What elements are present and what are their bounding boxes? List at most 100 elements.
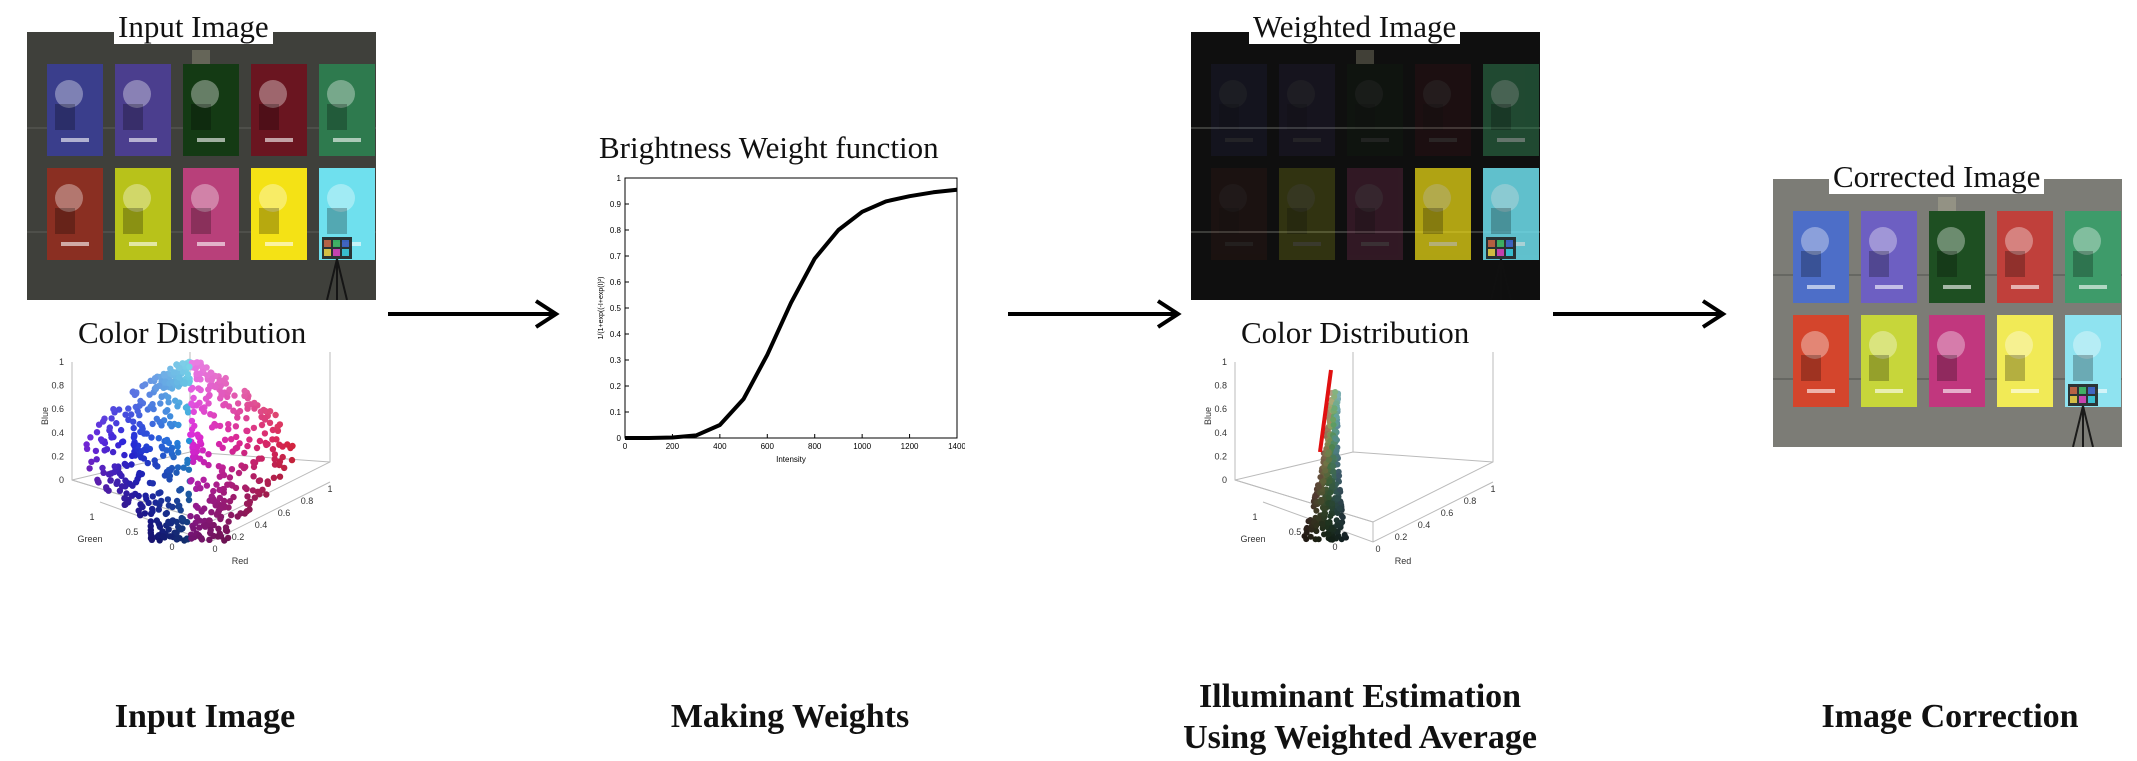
weighted-color-scatter: 0 0.2 0.4 0.6 0.8 1 Blue 0 0.5 1 Green 0 0.2 0.4 0.6 0.…	[1203, 352, 1533, 587]
green-tick-label: 1	[89, 512, 94, 522]
input-photo-poster	[183, 64, 239, 156]
blue-tick-label: 0.4	[51, 428, 64, 438]
red-tick-label: 0.4	[1418, 520, 1431, 530]
arrow-1	[388, 299, 560, 329]
y-tick-label: 0.5	[610, 304, 622, 313]
x-tick-label: 400	[713, 442, 727, 451]
input-photo-poster	[47, 64, 103, 156]
input-photo	[27, 32, 376, 301]
corrected-photo-poster	[1861, 211, 1917, 303]
red-axis-label: Red	[232, 556, 249, 566]
blue-tick-label: 1	[59, 357, 64, 367]
weighted-photo-background	[1191, 32, 1540, 300]
red-tick-label: 1	[1490, 484, 1495, 494]
blue-tick-label: 0.8	[1214, 381, 1227, 391]
x-tick-label: 1400	[948, 442, 965, 451]
corrected-image-caption: Corrected Image	[1829, 160, 2045, 194]
weighted-photo-poster	[1279, 168, 1335, 260]
stage-title-input: Input Image	[114, 698, 296, 735]
blue-tick-label: 1	[1222, 357, 1227, 367]
green-axis-label: Green	[77, 534, 102, 544]
corrected-photo-tripod	[2068, 384, 2098, 448]
blue-tick-label: 0.6	[1214, 404, 1227, 414]
weighted-image-panel	[1191, 32, 1540, 301]
x-tick-label: 1200	[901, 442, 919, 451]
input-image-panel	[27, 32, 376, 301]
arrow-2	[1008, 299, 1182, 329]
corrected-photo-poster	[1929, 315, 1985, 407]
green-tick-label: 0	[169, 542, 174, 552]
x-tick-label: 200	[666, 442, 680, 451]
blue-axis-label: Blue	[1203, 407, 1213, 425]
red-tick-label: 0.6	[278, 508, 291, 518]
scatter-points	[1301, 389, 1349, 543]
blue-tick-label: 0.2	[51, 451, 64, 461]
y-tick-label: 0.8	[610, 226, 622, 235]
weighted-photo-poster	[1211, 64, 1267, 156]
scatter-plot-input: 0 0.2 0.4 0.6 0.8 1 Blue 0 0.5 1 Green 0 0.2 0.4 0.6 0.…	[40, 352, 333, 566]
y-tick-label: 0.6	[610, 278, 622, 287]
corrected-photo-poster	[1861, 315, 1917, 407]
weighted-photo-poster	[1279, 64, 1335, 156]
y-tick-label: 0.4	[610, 330, 622, 339]
illuminant-estimate-line	[1318, 369, 1333, 453]
corrected-photo-poster	[1793, 211, 1849, 303]
red-tick-label: 0	[212, 544, 217, 554]
input-photo-poster	[251, 168, 307, 260]
weighted-photo-poster	[1211, 168, 1267, 260]
x-tick-label: 800	[808, 442, 822, 451]
weighted-photo-poster	[1347, 64, 1403, 156]
green-tick-label: 0	[1332, 542, 1337, 552]
red-tick-label: 0.2	[232, 532, 245, 542]
input-photo-wall-sign	[192, 50, 210, 64]
red-axis-label: Red	[1395, 556, 1412, 566]
weighted-photo-poster	[1415, 64, 1471, 156]
green-tick-label: 1	[1252, 512, 1257, 522]
blue-tick-label: 0.4	[1214, 428, 1227, 438]
corrected-photo-poster	[1997, 211, 2053, 303]
color-distribution-caption-1: Color Distribution	[74, 316, 311, 350]
input-photo-poster	[251, 64, 307, 156]
red-tick-label: 0.8	[1464, 496, 1477, 506]
weighted-image-caption: Weighted Image	[1249, 10, 1461, 44]
scatter-axes	[1234, 352, 1494, 543]
y-tick-label: 0.1	[610, 408, 622, 417]
blue-tick-label: 0	[59, 475, 64, 485]
stage-title-estimation-line-1: Illuminant Estimation	[1198, 678, 1522, 715]
blue-tick-label: 0.2	[1214, 451, 1227, 461]
x-tick-label: 600	[761, 442, 775, 451]
plot-frame	[624, 177, 958, 439]
corrected-image-panel	[1773, 179, 2122, 448]
input-photo-poster	[183, 168, 239, 260]
red-tick-label: 1	[327, 484, 332, 494]
weight-curve	[625, 187, 958, 440]
input-photo-poster	[319, 64, 375, 156]
red-tick-label: 0	[1375, 544, 1380, 554]
y-tick-label: 1	[617, 174, 622, 183]
x-axis-label: Intensity	[776, 455, 806, 464]
input-photo-tripod	[322, 237, 352, 301]
corrected-photo-poster	[1997, 315, 2053, 407]
green-tick-label: 0.5	[126, 527, 139, 537]
stage-title-estimation-line-2: Using Weighted Average	[1183, 719, 1537, 756]
x-tick-label: 0	[623, 442, 628, 451]
input-color-scatter: 0 0.2 0.4 0.6 0.8 1 Blue 0 0.5 1 Green 0 0.2 0.4 0.6 0.…	[40, 352, 370, 587]
weight-function-title: Brightness Weight function	[595, 131, 943, 165]
scatter-plot-weighted: 0 0.2 0.4 0.6 0.8 1 Blue 0 0.5 1 Green 0 0.2 0.4 0.6 0.…	[1203, 352, 1496, 566]
corrected-photo-poster	[2065, 211, 2121, 303]
red-tick-label: 0.8	[301, 496, 314, 506]
red-tick-label: 0.2	[1395, 532, 1408, 542]
weighted-photo-tripod	[1486, 237, 1516, 301]
weighted-photo	[1191, 32, 1540, 301]
corrected-photo-poster	[1929, 211, 1985, 303]
blue-tick-label: 0.8	[51, 381, 64, 391]
green-axis-label: Green	[1240, 534, 1265, 544]
scatter-points	[83, 358, 296, 544]
input-photo-poster	[115, 64, 171, 156]
y-tick-label: 0	[617, 434, 622, 443]
weighted-photo-poster	[1415, 168, 1471, 260]
red-tick-label: 0.6	[1441, 508, 1454, 518]
corrected-photo-wall-sign	[1938, 197, 1956, 211]
x-tick-label: 1000	[853, 442, 871, 451]
blue-tick-label: 0	[1222, 475, 1227, 485]
